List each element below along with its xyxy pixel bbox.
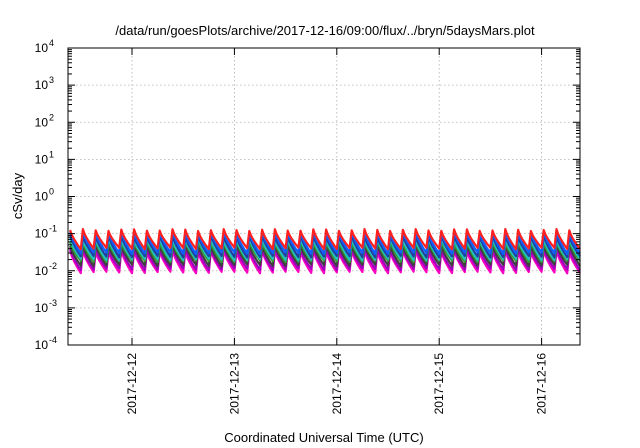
grid-lines <box>68 48 580 345</box>
y-tick-exponent: 0 <box>49 187 54 197</box>
chart-title: /data/run/goesPlots/archive/2017-12-16/0… <box>115 23 535 38</box>
y-tick-label: 10 <box>35 152 49 166</box>
y-tick-label: 10 <box>35 264 49 278</box>
y-tick-exponent: 2 <box>49 112 54 122</box>
y-tick-exponent: -3 <box>49 298 57 308</box>
y-tick-exponent: 1 <box>49 149 54 159</box>
y-tick-label: 10 <box>35 190 49 204</box>
x-tick-label: 2017-12-15 <box>432 353 446 415</box>
y-tick-label: 10 <box>35 338 49 352</box>
y-tick-exponent: -4 <box>49 335 57 345</box>
x-axis: 2017-12-12 2017-12-13 2017-12-14 2017-12-15… <box>125 48 549 414</box>
y-tick-exponent: 3 <box>49 75 54 85</box>
data-series <box>69 228 581 275</box>
y-tick-label: 10 <box>35 115 49 129</box>
x-tick-label: 2017-12-12 <box>125 353 139 415</box>
series-line <box>69 228 581 251</box>
y-tick-label: 10 <box>35 227 49 241</box>
x-tick-label: 2017-12-13 <box>227 353 241 415</box>
y-tick-label: 10 <box>35 301 49 315</box>
y-tick-exponent: 4 <box>49 38 54 48</box>
y-tick-exponent: -1 <box>49 224 57 234</box>
x-axis-label: Coordinated Universal Time (UTC) <box>224 430 423 445</box>
x-tick-label: 2017-12-14 <box>330 353 344 415</box>
y-tick-label: 10 <box>35 78 49 92</box>
y-tick-label: 10 <box>35 41 49 55</box>
y-axis-label: cSv/day <box>10 172 25 219</box>
y-tick-exponent: -2 <box>49 261 57 271</box>
x-tick-label: 2017-12-16 <box>535 353 549 415</box>
